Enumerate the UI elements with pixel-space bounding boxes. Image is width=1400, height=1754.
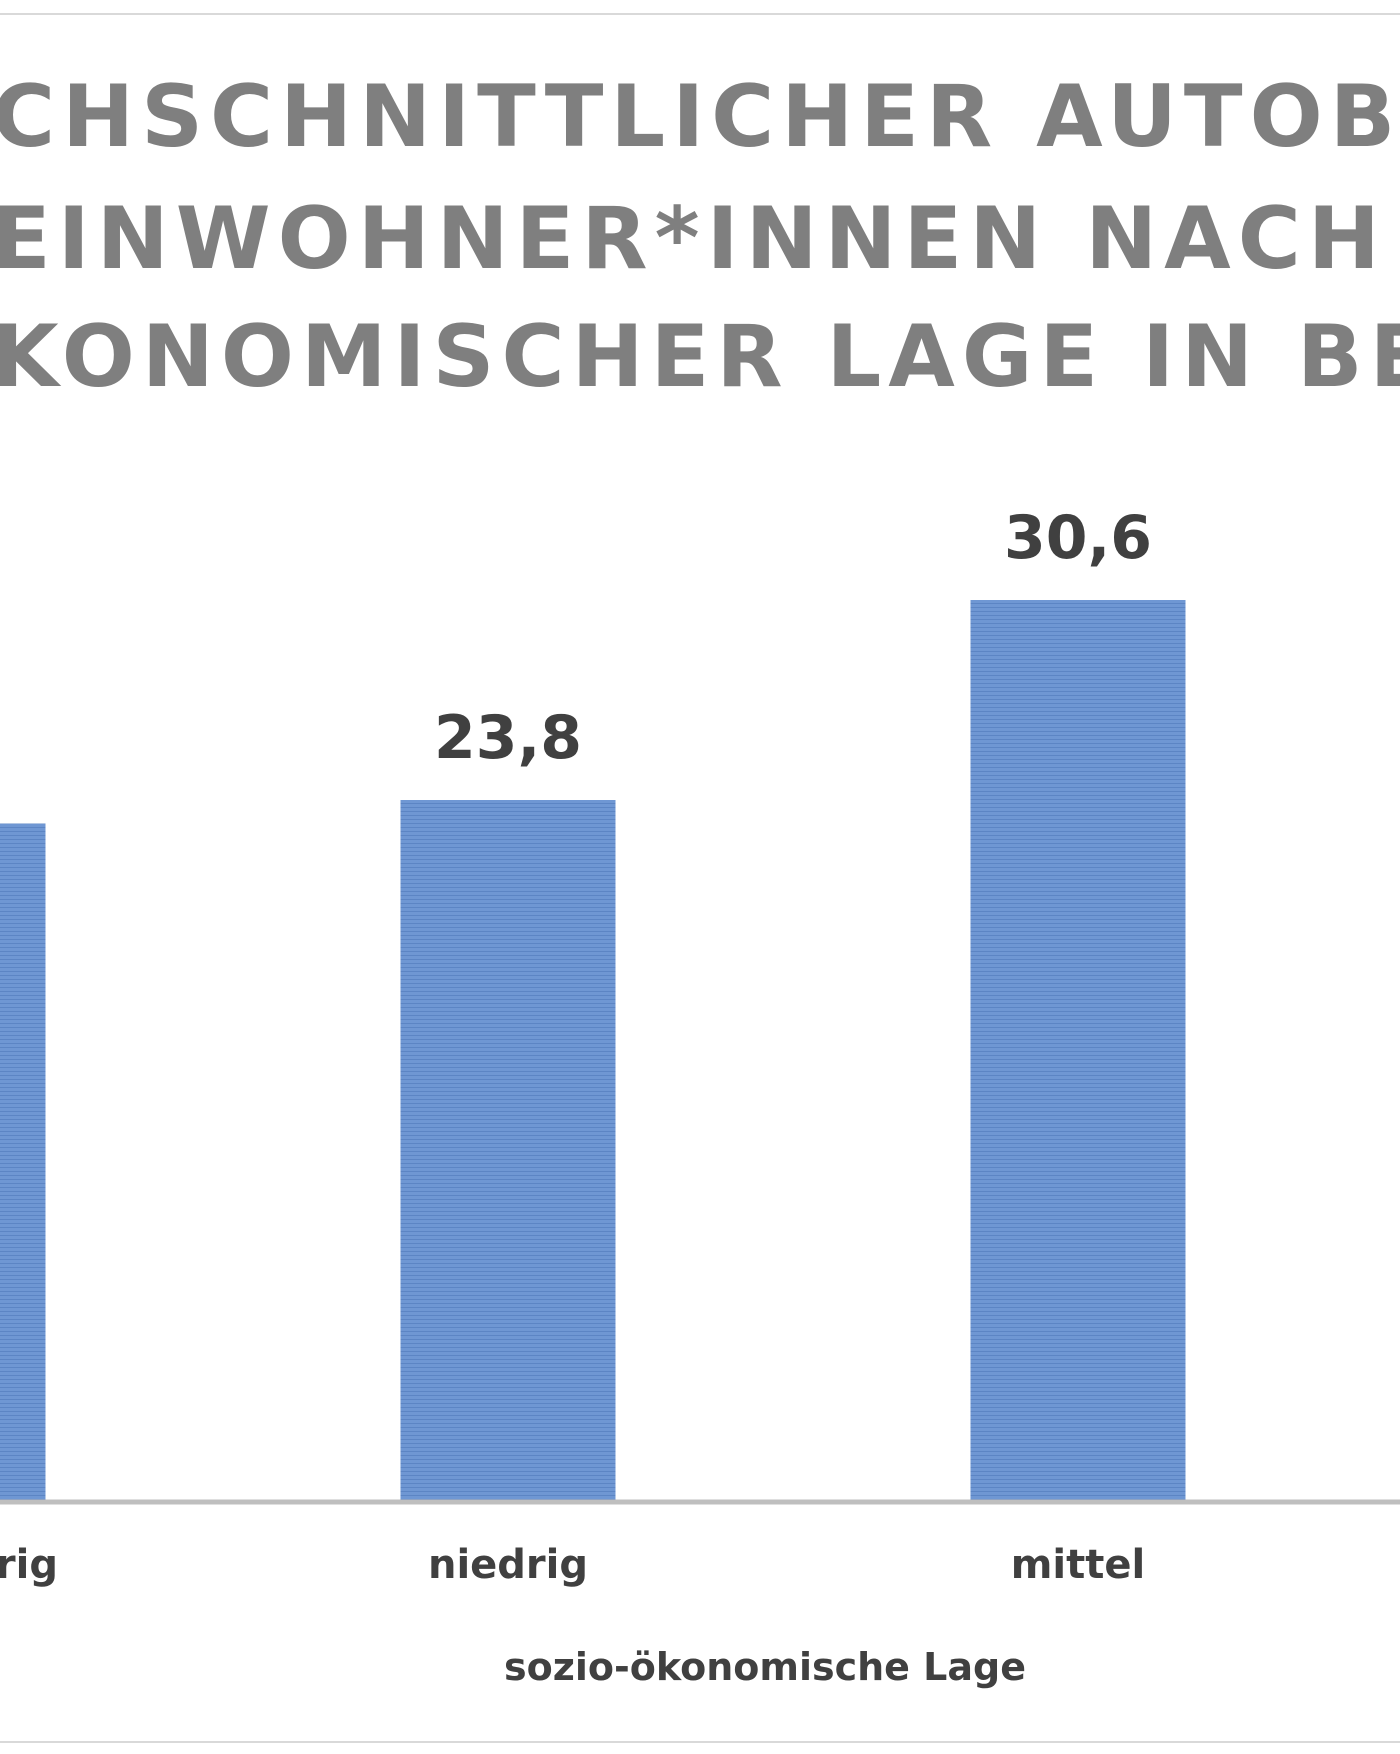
x-axis-title: sozio-ökonomische Lage	[504, 1645, 1026, 1689]
bar-3	[970, 600, 1186, 1500]
data-label-2: 23,8	[434, 703, 582, 773]
data-label-3: 30,6	[1004, 503, 1152, 573]
bar-2	[400, 800, 616, 1500]
chart-title-line-1: CHSCHNITTLICHER AUTOBESIT	[0, 67, 1400, 167]
chart-title-line-3: KONOMISCHER LAGE IN BERL	[0, 307, 1400, 407]
category-label-2: niedrig	[428, 1542, 588, 1588]
chart-title-line-2: EINWOHNER*INNEN NACH SO	[0, 189, 1400, 289]
bars	[0, 600, 1186, 1500]
data-labels: 23,8 30,6	[434, 503, 1152, 773]
category-label-3: mittel	[1011, 1542, 1145, 1588]
chart-title: CHSCHNITTLICHER AUTOBESIT EINWOHNER*INNE…	[0, 67, 1400, 407]
bar-1	[0, 823, 46, 1500]
category-labels: drig niedrig mittel	[0, 1542, 1145, 1588]
category-label-1: drig	[0, 1542, 58, 1588]
